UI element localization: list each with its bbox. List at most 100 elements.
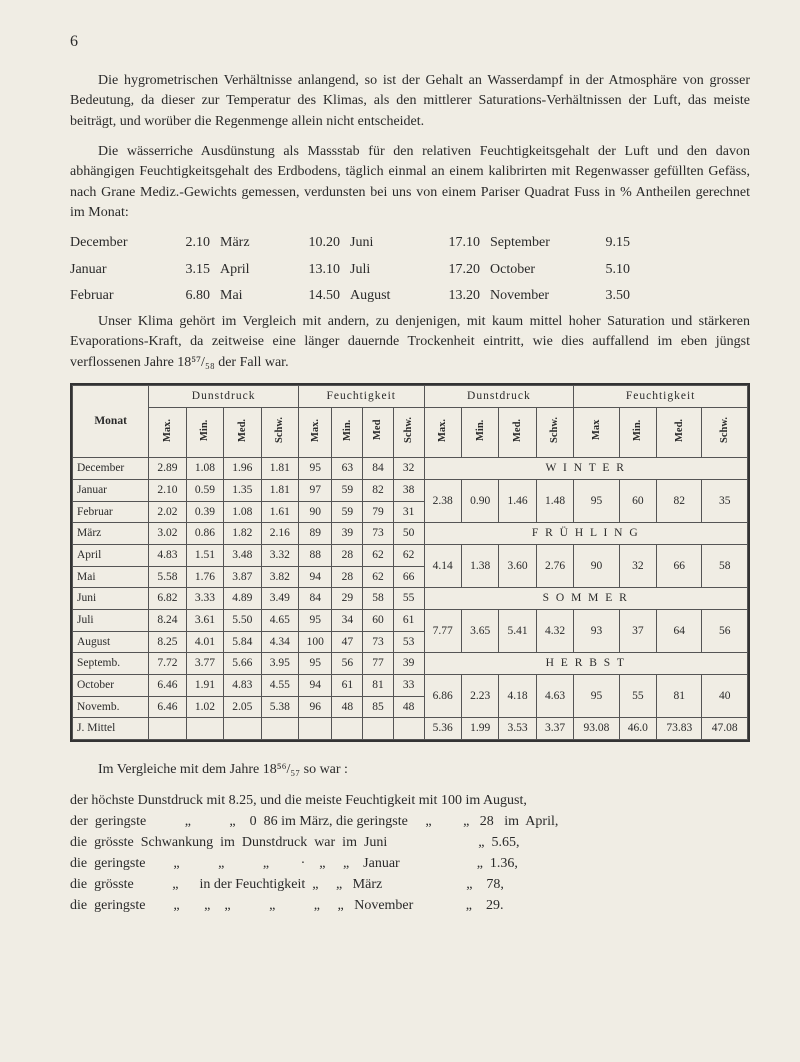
cell: 4.83 (149, 545, 186, 567)
cell: 4.63 (536, 675, 573, 718)
cell: 61 (332, 675, 363, 697)
month-row: December2.10März10.20Juni17.10September9… (70, 233, 750, 253)
cell: 4.55 (261, 675, 298, 697)
value-cell: 13.10 (280, 260, 350, 280)
month-cell: October (490, 260, 580, 280)
cell: 1.76 (186, 566, 223, 588)
footer-cell: 73.83 (657, 718, 702, 740)
footer-label: J. Mittel (73, 718, 149, 740)
footer-cell (393, 718, 424, 740)
cell: 100 (299, 631, 332, 653)
cell: 4.01 (186, 631, 223, 653)
row-month: März (73, 523, 149, 545)
footer-cell (261, 718, 298, 740)
cell: 1.82 (224, 523, 261, 545)
sub-header: Max. (424, 407, 461, 458)
summary-list: der höchste Dunstdruck mit 8.25, und die… (70, 790, 750, 916)
row-month: Juli (73, 610, 149, 632)
month-cell: März (220, 233, 280, 253)
summary-line: die grösste Schwankung im Dunstdruck war… (70, 832, 750, 853)
month-cell: Mai (220, 286, 280, 306)
value-cell: 17.20 (420, 260, 490, 280)
row-month: Septemb. (73, 653, 149, 675)
cell: 3.49 (261, 588, 298, 610)
cell: 60 (619, 480, 656, 523)
cell: 4.89 (224, 588, 261, 610)
cell: 94 (299, 566, 332, 588)
cell: 3.65 (461, 610, 498, 653)
month-cell: Juli (350, 260, 420, 280)
value-cell: 5.10 (580, 260, 630, 280)
cell: 31 (393, 501, 424, 523)
cell: 6.86 (424, 675, 461, 718)
cell: 62 (363, 566, 394, 588)
cell: 2.16 (261, 523, 298, 545)
sub-header: Med (363, 407, 394, 458)
cell: 1.48 (536, 480, 573, 523)
footer-cell: 3.37 (536, 718, 573, 740)
footer-cell: 3.53 (499, 718, 536, 740)
month-grid: December2.10März10.20Juni17.10September9… (70, 233, 750, 306)
season-label: W I N T E R (424, 458, 748, 480)
cell: 77 (363, 653, 394, 675)
cell: 4.83 (224, 675, 261, 697)
value-cell: 6.80 (160, 286, 220, 306)
cell: 3.87 (224, 566, 261, 588)
row-month: Novemb. (73, 696, 149, 718)
sub-header: Max. (299, 407, 332, 458)
cell: 79 (363, 501, 394, 523)
cell: 63 (332, 458, 363, 480)
summary-line: die grösste „ in der Feuchtigkeit „ „ Mä… (70, 874, 750, 895)
group-header: Dunstdruck (149, 386, 299, 408)
cell: 82 (657, 480, 702, 523)
cell: 48 (332, 696, 363, 718)
cell: 39 (332, 523, 363, 545)
footer-cell (332, 718, 363, 740)
cell: 2.23 (461, 675, 498, 718)
cell: 2.10 (149, 480, 186, 502)
sub-header: Schw. (261, 407, 298, 458)
summary-line: die geringste „ „ „ „ „ „ November „ 29. (70, 895, 750, 916)
group-header: Feuchtigkeit (299, 386, 424, 408)
cell: 8.25 (149, 631, 186, 653)
cell: 56 (702, 610, 748, 653)
month-cell: August (350, 286, 420, 306)
month-cell: Februar (70, 286, 160, 306)
summary-line: der geringste „ „ 0 86 im März, die geri… (70, 811, 750, 832)
season-label: S O M M E R (424, 588, 748, 610)
sub-header: Schw. (702, 407, 748, 458)
page: 6 Die hygrometrischen Verhältnisse anlan… (0, 0, 800, 1062)
cell: 0.39 (186, 501, 223, 523)
cell: 1.38 (461, 545, 498, 588)
cell: 3.82 (261, 566, 298, 588)
group-header: Feuchtigkeit (574, 386, 748, 408)
summary-line: der höchste Dunstdruck mit 8.25, und die… (70, 790, 750, 811)
cell: 84 (363, 458, 394, 480)
value-cell: 3.50 (580, 286, 630, 306)
cell: 2.02 (149, 501, 186, 523)
sub-header: Schw. (393, 407, 424, 458)
cell: 3.32 (261, 545, 298, 567)
sub-header: Min. (186, 407, 223, 458)
cell: 3.60 (499, 545, 536, 588)
cell: 1.51 (186, 545, 223, 567)
cell: 89 (299, 523, 332, 545)
sub-header: Med. (499, 407, 536, 458)
row-month: August (73, 631, 149, 653)
cell: 4.14 (424, 545, 461, 588)
month-cell: November (490, 286, 580, 306)
cell: 2.76 (536, 545, 573, 588)
below-intro: Im Vergleiche mit dem Jahre 18⁵⁶/₅₇ so w… (70, 760, 750, 780)
cell: 81 (657, 675, 702, 718)
cell: 90 (574, 545, 619, 588)
cell: 40 (702, 675, 748, 718)
cell: 62 (363, 545, 394, 567)
sub-header: Med. (224, 407, 261, 458)
month-cell: September (490, 233, 580, 253)
page-number: 6 (70, 30, 750, 53)
month-cell: April (220, 260, 280, 280)
cell: 5.50 (224, 610, 261, 632)
month-row: Januar3.15April13.10Juli17.20October5.10 (70, 260, 750, 280)
cell: 85 (363, 696, 394, 718)
cell: 1.91 (186, 675, 223, 697)
